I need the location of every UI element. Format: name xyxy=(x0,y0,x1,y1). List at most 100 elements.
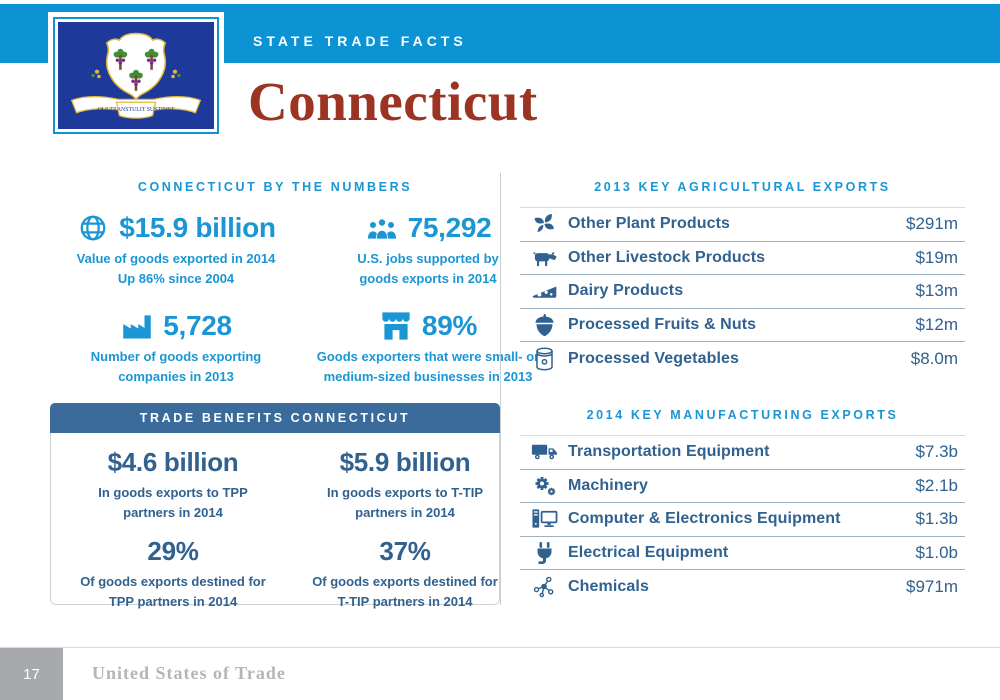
manufacturing-exports-heading: 2014 KEY MANUFACTURING EXPORTS xyxy=(586,408,899,422)
manufacturing-exports-section: 2014 KEY MANUFACTURING EXPORTS Transport… xyxy=(520,408,965,604)
row-label: Dairy Products xyxy=(568,282,684,300)
table-row: Processed Vegetables $8.0m xyxy=(520,342,965,376)
stat: $4.6 billion In goods exports to TPP part… xyxy=(57,447,289,522)
flag-ribbon: QUI TRANSTULIT SUSTINET xyxy=(70,96,202,119)
page-title: Connecticut xyxy=(248,71,538,132)
stat-caption: Goods exporters that were small- or medi… xyxy=(316,349,540,384)
table-row: Other Livestock Products $19m xyxy=(520,242,965,275)
table-row: Chemicals $971m xyxy=(520,570,965,604)
row-value: $1.0b xyxy=(915,542,958,562)
cheese-icon xyxy=(520,279,568,303)
molecule-icon xyxy=(520,575,568,599)
gears-icon xyxy=(520,474,568,498)
connecticut-flag-image: QUI TRANSTULIT SUSTINET xyxy=(58,22,214,129)
stat: 37% Of goods exports destined for T-TIP p… xyxy=(289,536,521,611)
stat-value: 5,728 xyxy=(163,310,232,341)
stat: $5.9 billion In goods exports to T-TIP pa… xyxy=(289,447,521,522)
can-icon xyxy=(520,347,568,371)
footer-divider xyxy=(0,647,1000,648)
truck-icon xyxy=(520,440,568,464)
stat-value: $4.6 billion xyxy=(107,447,239,477)
stat-top: 37% xyxy=(289,536,521,567)
stat: 89% Goods exporters that were small- or m… xyxy=(302,310,554,386)
row-value: $1.3b xyxy=(915,509,958,529)
plug-icon xyxy=(520,541,568,565)
agricultural-exports-section: 2013 KEY AGRICULTURAL EXPORTS Other Plan… xyxy=(520,180,965,376)
stat-caption: In goods exports to TPP partners in 2014 xyxy=(98,485,248,520)
trade-benefits-heading: TRADE BENEFITS CONNECTICUT xyxy=(50,403,500,433)
connecticut-flag-frame: QUI TRANSTULIT SUSTINET xyxy=(48,12,224,139)
stat-caption: Of goods exports destined for T-TIP part… xyxy=(312,574,498,609)
row-label: Chemicals xyxy=(568,577,649,595)
globe-icon xyxy=(76,213,110,243)
row-label: Electrical Equipment xyxy=(568,543,729,561)
stat: 75,292 U.S. jobs supported by goods expor… xyxy=(302,212,554,288)
manufacturing-exports-table: Transportation Equipment $7.3b Machinery $2… xyxy=(520,435,965,604)
computer-icon xyxy=(520,507,568,531)
stat: 29% Of goods exports destined for TPP par… xyxy=(57,536,289,611)
row-value: $19m xyxy=(915,247,958,267)
stat-value: 29% xyxy=(147,536,199,566)
stat-caption: Of goods exports destined for TPP partne… xyxy=(80,574,266,609)
row-value: $971m xyxy=(906,576,958,596)
row-label: Transportation Equipment xyxy=(568,443,770,461)
row-value: $12m xyxy=(915,314,958,334)
table-row: Dairy Products $13m xyxy=(520,275,965,309)
row-value: $2.1b xyxy=(915,475,958,495)
stat: 5,728 Number of goods exporting companies… xyxy=(50,310,302,386)
table-row: Electrical Equipment $1.0b xyxy=(520,537,965,570)
cow-icon xyxy=(520,246,568,270)
flag-grapevines xyxy=(91,48,181,91)
table-row: Processed Fruits & Nuts $12m xyxy=(520,309,965,342)
stat-top: 89% xyxy=(302,310,554,342)
acorn-icon xyxy=(520,313,568,337)
row-label: Processed Vegetables xyxy=(568,349,739,367)
stat-top: $15.9 billion xyxy=(50,212,302,244)
by-the-numbers-heading: CONNECTICUT BY THE NUMBERS xyxy=(137,180,413,194)
storefront-icon xyxy=(379,311,413,341)
trade-benefits-stats: $4.6 billion In goods exports to TPP part… xyxy=(51,433,499,611)
row-label: Other Livestock Products xyxy=(568,248,766,266)
row-label: Other Plant Products xyxy=(568,215,731,233)
flag-motto: QUI TRANSTULIT SUSTINET xyxy=(98,107,175,113)
row-value: $8.0m xyxy=(910,348,958,368)
stat-value: 89% xyxy=(421,310,478,341)
stat-value: 37% xyxy=(379,536,431,566)
table-row: Computer & Electronics Equipment $1.3b xyxy=(520,503,965,537)
factory-icon xyxy=(120,311,154,341)
by-the-numbers-stats: $15.9 billion Value of goods exported in … xyxy=(50,212,540,386)
trade-benefits-box: TRADE BENEFITS CONNECTICUT $4.6 billion I… xyxy=(50,403,500,609)
table-row: Other Plant Products $291m xyxy=(520,208,965,242)
plant-icon xyxy=(520,212,568,236)
stat-caption: Value of goods exported in 2014 Up 86% s… xyxy=(76,251,276,286)
stat-caption: Number of goods exporting companies in 2… xyxy=(90,349,262,384)
stat-caption: In goods exports to T-TIP partners in 20… xyxy=(327,485,483,520)
agricultural-exports-table: Other Plant Products $291m Other Livestock… xyxy=(520,207,965,376)
workers-icon xyxy=(365,213,399,243)
stat-top: 5,728 xyxy=(50,310,302,342)
stat-value: 75,292 xyxy=(407,212,492,243)
eyebrow-state-trade-facts: STATE TRADE FACTS xyxy=(253,33,467,49)
agricultural-exports-heading: 2013 KEY AGRICULTURAL EXPORTS xyxy=(594,180,891,194)
row-value: $291m xyxy=(906,214,958,234)
column-divider xyxy=(500,173,501,605)
row-label: Computer & Electronics Equipment xyxy=(568,510,841,528)
stat-top: 75,292 xyxy=(302,212,554,244)
publication-title: United States of Trade xyxy=(92,663,286,683)
row-label: Machinery xyxy=(568,476,649,494)
connecticut-flag: QUI TRANSTULIT SUSTINET xyxy=(53,17,219,134)
row-value: $7.3b xyxy=(915,442,958,462)
table-row: Transportation Equipment $7.3b xyxy=(520,436,965,470)
row-label: Processed Fruits & Nuts xyxy=(568,315,757,333)
stat-caption: U.S. jobs supported by goods exports in … xyxy=(357,251,499,286)
stat-top: $4.6 billion xyxy=(57,447,289,478)
page-number: 17 xyxy=(0,648,63,700)
stat-top: 29% xyxy=(57,536,289,567)
table-row: Machinery $2.1b xyxy=(520,470,965,503)
by-the-numbers-section: CONNECTICUT BY THE NUMBERS $15.9 billion… xyxy=(50,180,540,386)
stat: $15.9 billion Value of goods exported in … xyxy=(50,212,302,288)
row-value: $13m xyxy=(915,281,958,301)
stat-top: $5.9 billion xyxy=(289,447,521,478)
stat-value: $5.9 billion xyxy=(339,447,471,477)
